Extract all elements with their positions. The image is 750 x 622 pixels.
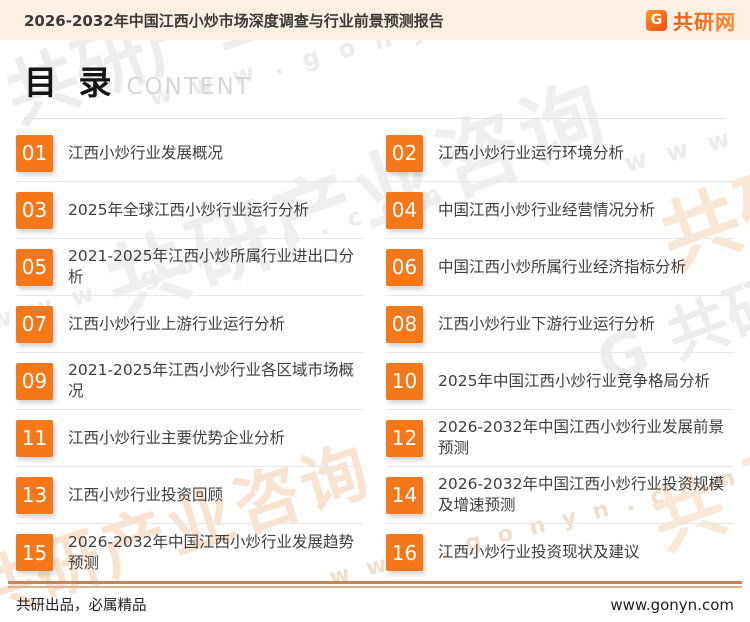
main-content: 目 录 CONTENT 01 江西小炒行业发展概况 02 江西小炒行业运行环境分… bbox=[0, 56, 750, 581]
item-label: 2026-2032年中国江西小炒行业投资规模及增速预测 bbox=[438, 475, 724, 514]
toc-grid: 01 江西小炒行业发展概况 02 江西小炒行业运行环境分析 03 2025年全球… bbox=[16, 125, 734, 581]
item-label: 2025年中国江西小炒行业竞争格局分析 bbox=[438, 371, 710, 390]
item-number-badge: 12 bbox=[386, 419, 423, 457]
item-label: 江西小炒行业主要优势企业分析 bbox=[68, 428, 286, 447]
gongyan-logo-text: 共研网 bbox=[673, 6, 736, 35]
toc-item[interactable]: 07 江西小炒行业上游行业运行分析 bbox=[16, 296, 364, 353]
item-number-badge: 02 bbox=[386, 134, 423, 172]
item-number-badge: 05 bbox=[16, 248, 53, 286]
toc-item[interactable]: 05 2021-2025年江西小炒所属行业进出口分析 bbox=[16, 239, 364, 296]
item-label: 2021-2025年江西小炒所属行业进出口分析 bbox=[68, 247, 354, 286]
item-number-badge: 10 bbox=[386, 362, 423, 400]
item-label: 2026-2032年中国江西小炒行业发展趋势预测 bbox=[68, 532, 354, 572]
item-number-badge: 06 bbox=[386, 248, 423, 286]
toc-item[interactable]: 06 中国江西小炒所属行业经济指标分析 bbox=[386, 239, 734, 296]
item-number-badge: 08 bbox=[386, 305, 423, 343]
item-number-badge: 11 bbox=[16, 419, 53, 457]
toc-item[interactable]: 13 江西小炒行业投资回顾 bbox=[16, 467, 364, 524]
item-label: 江西小炒行业上游行业运行分析 bbox=[68, 314, 286, 333]
toc-item[interactable]: 03 2025年全球江西小炒行业运行分析 bbox=[16, 182, 364, 239]
item-number-badge: 03 bbox=[16, 191, 53, 229]
toc-item[interactable]: 12 2026-2032年中国江西小炒行业发展前景预测 bbox=[386, 410, 734, 467]
item-number-badge: 07 bbox=[16, 305, 53, 343]
item-number-badge: 15 bbox=[16, 534, 53, 571]
page-footer: 共研出品，必属精品 www.gonyn.com bbox=[0, 581, 750, 622]
item-number-badge: 14 bbox=[386, 476, 423, 514]
item-number-badge: 04 bbox=[386, 191, 423, 229]
toc-title-english: CONTENT bbox=[126, 74, 252, 100]
toc-item[interactable]: 04 中国江西小炒行业经营情况分析 bbox=[386, 182, 734, 239]
item-label: 2026-2032年中国江西小炒行业发展前景预测 bbox=[438, 418, 724, 457]
gongyan-logo[interactable]: G 共研网 bbox=[646, 6, 736, 35]
toc-item[interactable]: 16 江西小炒行业投资现状及建议 bbox=[386, 524, 734, 581]
item-number-badge: 16 bbox=[386, 534, 423, 571]
item-label: 江西小炒行业投资回顾 bbox=[68, 485, 224, 504]
item-label: 江西小炒行业发展概况 bbox=[68, 143, 224, 162]
toc-item[interactable]: 08 江西小炒行业下游行业运行分析 bbox=[386, 296, 734, 353]
item-label: 2025年全球江西小炒行业运行分析 bbox=[68, 200, 309, 219]
item-number-badge: 13 bbox=[16, 476, 53, 514]
item-label: 2021-2025年江西小炒行业各区域市场概况 bbox=[68, 361, 354, 400]
toc-item[interactable]: 15 2026-2032年中国江西小炒行业发展趋势预测 bbox=[16, 524, 364, 581]
toc-item[interactable]: 14 2026-2032年中国江西小炒行业投资规模及增速预测 bbox=[386, 467, 734, 524]
footer-divider-dark bbox=[8, 581, 742, 584]
item-label: 江西小炒行业投资现状及建议 bbox=[438, 543, 640, 562]
gongyan-logo-icon: G bbox=[646, 9, 667, 31]
toc-item[interactable]: 11 江西小炒行业主要优势企业分析 bbox=[16, 410, 364, 467]
page-header: 2026-2032年中国江西小炒市场深度调查与行业前景预测报告 G 共研网 bbox=[0, 0, 750, 40]
item-label: 中国江西小炒所属行业经济指标分析 bbox=[438, 257, 687, 276]
toc-item[interactable]: 09 2021-2025年江西小炒行业各区域市场概况 bbox=[16, 353, 364, 410]
item-label: 中国江西小炒行业经营情况分析 bbox=[438, 200, 656, 219]
footer-website-url[interactable]: www.gonyn.com bbox=[610, 595, 734, 614]
report-title: 2026-2032年中国江西小炒市场深度调查与行业前景预测报告 bbox=[24, 11, 444, 30]
toc-header: 目 录 CONTENT bbox=[24, 56, 726, 119]
toc-item[interactable]: 02 江西小炒行业运行环境分析 bbox=[386, 125, 734, 182]
footer-divider-light bbox=[8, 586, 742, 588]
footer-row: 共研出品，必属精品 www.gonyn.com bbox=[0, 588, 750, 622]
item-label: 江西小炒行业运行环境分析 bbox=[438, 143, 625, 162]
item-number-badge: 09 bbox=[16, 362, 53, 400]
toc-title-chinese: 目 录 bbox=[24, 63, 117, 102]
item-number-badge: 01 bbox=[16, 134, 53, 172]
toc-item[interactable]: 01 江西小炒行业发展概况 bbox=[16, 125, 364, 182]
item-label: 江西小炒行业下游行业运行分析 bbox=[438, 314, 656, 333]
footer-slogan: 共研出品，必属精品 bbox=[16, 598, 147, 614]
toc-item[interactable]: 10 2025年中国江西小炒行业竞争格局分析 bbox=[386, 353, 734, 410]
